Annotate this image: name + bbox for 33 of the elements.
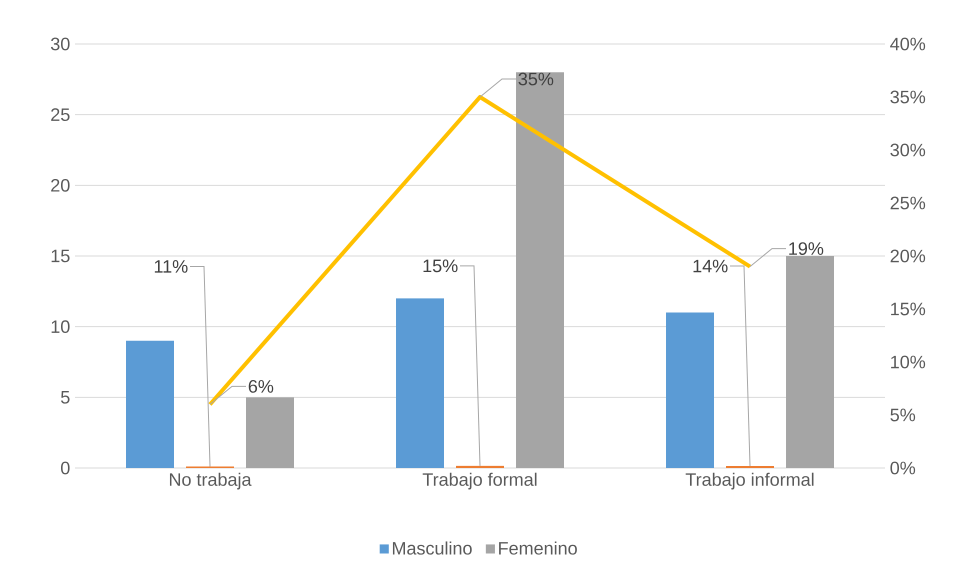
- y2-tick-label: 40%: [890, 38, 926, 50]
- bar: [666, 312, 714, 468]
- y-tick-label: 25: [51, 108, 70, 122]
- legend-label: Masculino: [392, 541, 472, 555]
- y2-tick-label: 25%: [890, 196, 926, 210]
- bar: [456, 466, 504, 468]
- y2-tick-label: 30%: [890, 144, 926, 156]
- data-label: 15%: [424, 260, 458, 272]
- y2-tick-label: 0%: [890, 462, 916, 474]
- x-tick-label: No trabaja: [170, 472, 252, 490]
- y-tick-label: 30: [50, 38, 70, 50]
- data-label: 19%: [789, 242, 824, 255]
- data-label: 14%: [694, 260, 728, 272]
- y2-tick-label: 35%: [890, 90, 926, 104]
- bar: [126, 340, 174, 468]
- data-label: 6%: [248, 380, 274, 393]
- data-label: 11%: [154, 260, 188, 273]
- y-tick-label: 15: [52, 250, 70, 262]
- x-tick-label: Trabajo formal: [422, 472, 536, 490]
- y2-tick-label: 10%: [891, 356, 926, 368]
- bar: [396, 298, 444, 468]
- y2-tick-label: 15%: [891, 302, 926, 316]
- data-label: 35%: [518, 72, 554, 86]
- y-tick-label: 20: [51, 178, 70, 192]
- x-tick-label: Trabajo informal: [686, 472, 814, 490]
- y2-tick-label: 5%: [890, 408, 916, 422]
- bar: [246, 397, 294, 468]
- y2-tick-label: 20%: [890, 250, 926, 262]
- y-tick-label: 5: [60, 391, 70, 404]
- legend-label: Femenino: [499, 541, 577, 555]
- y-tick-label: 0: [60, 462, 70, 474]
- bar: [786, 256, 834, 468]
- y-tick-label: 10: [52, 320, 70, 334]
